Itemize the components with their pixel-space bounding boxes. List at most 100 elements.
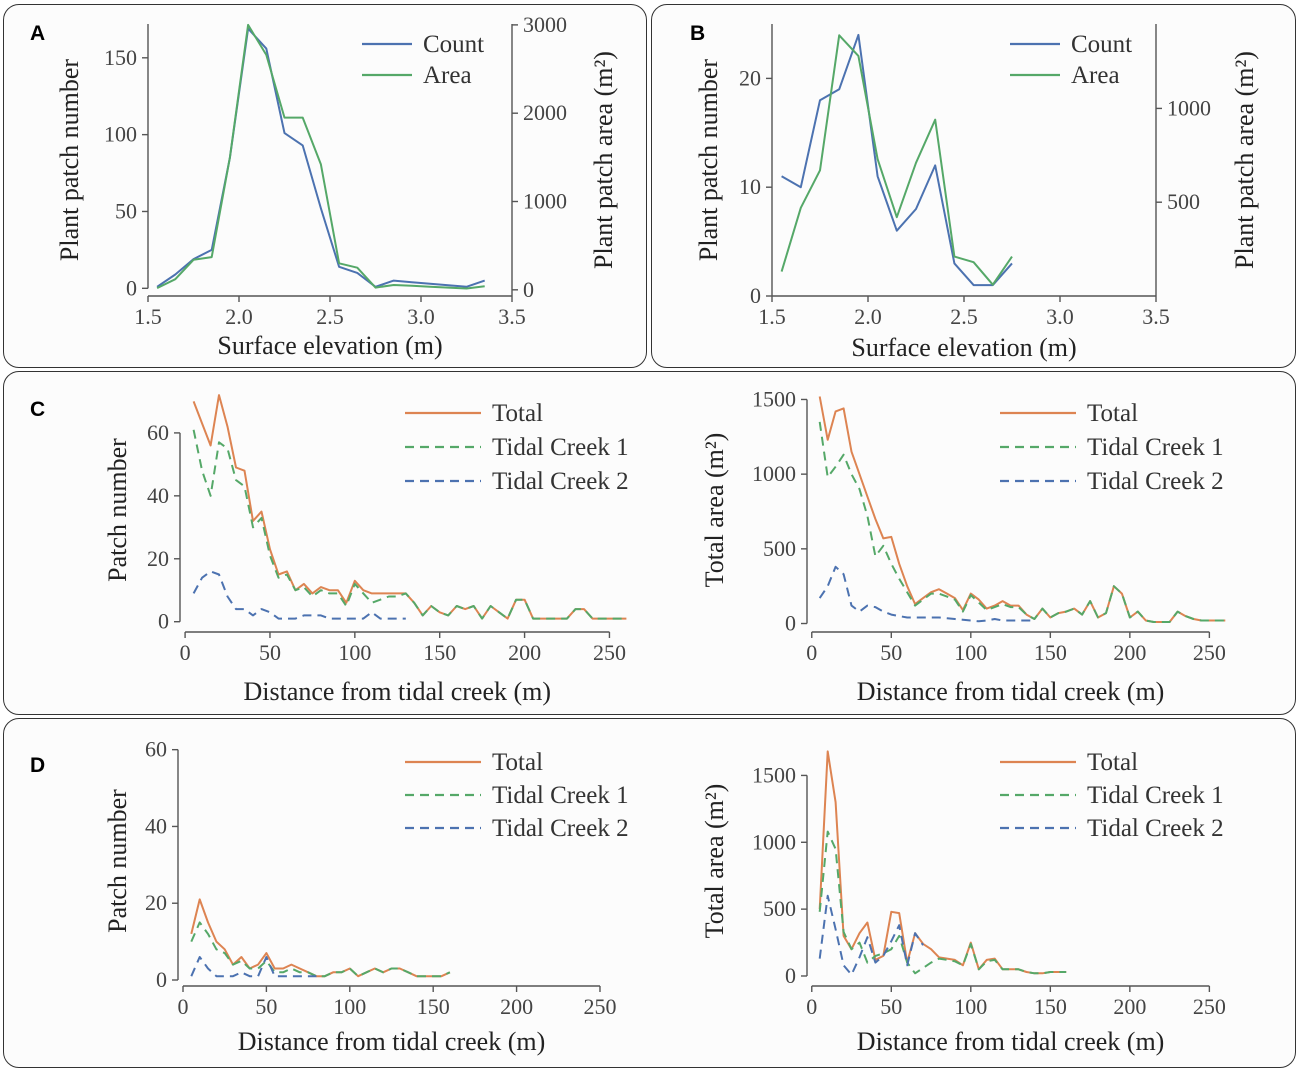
x-tick-label-d2: 0 <box>806 994 817 1019</box>
x-tick-label-d1: 200 <box>500 994 533 1019</box>
panel-d-box <box>3 718 1296 1068</box>
y-tick-label-c2: 1500 <box>752 386 796 411</box>
series-line-tidal-creek-1-d2 <box>818 830 1067 975</box>
series-line-tidal-creek-2-c1 <box>192 570 406 620</box>
series-line-tidal-creek-2-d1 <box>190 956 317 978</box>
chart-c2: 0 50 100 150 200 250 0 500 1000 1500 Distance from… <box>700 386 1226 706</box>
legend-label-area-b: Area <box>1071 62 1120 89</box>
x-tick-label-d2: 100 <box>954 994 987 1019</box>
y-tick-label-c2: 0 <box>785 611 796 636</box>
legend-label-count-b: Count <box>1071 31 1132 58</box>
legend-label-total-c1: Total <box>492 400 543 427</box>
panel-label-c1: C <box>30 398 45 421</box>
series-line-tidal-creek-2-c2 <box>818 565 1035 623</box>
x-tick-label-d1: 250 <box>583 994 616 1019</box>
y-tick-label-d2: 0 <box>785 963 796 988</box>
x-tick-label-d1: 0 <box>178 994 189 1019</box>
x-tick-label-a: 3.0 <box>407 304 435 329</box>
x-tick-label-c2: 150 <box>1034 640 1067 665</box>
y-tick-label-d1: 20 <box>145 890 167 915</box>
y-tick-label-a: 50 <box>115 198 137 223</box>
x-tick-label-d2: 150 <box>1034 994 1067 1019</box>
x-tick-label-b: 3.0 <box>1046 304 1074 329</box>
y-tick-label-c1: 20 <box>147 546 169 571</box>
y-axis-label-a: Plant patch number <box>55 59 84 262</box>
x-tick-label-c2: 0 <box>806 640 817 665</box>
legend-label-tidal-creek-1-d1: Tidal Creek 1 <box>492 782 629 809</box>
x-tick-label-d1: 150 <box>417 994 450 1019</box>
y-tick-label-b: 0 <box>750 283 761 308</box>
x-tick-label-c1: 150 <box>423 640 456 665</box>
y-tick-label-b: 20 <box>739 65 761 90</box>
y-tick-label-d1: 0 <box>156 967 167 992</box>
series-line-count-b <box>781 33 1013 287</box>
y-tick-label-b: 10 <box>739 174 761 199</box>
x-axis-label-c2: Distance from tidal creek (m) <box>857 677 1165 706</box>
x-tick-label-d1: 50 <box>255 994 277 1019</box>
x-tick-label-b: 2.5 <box>950 304 978 329</box>
legend-label-count-a: Count <box>423 31 484 58</box>
series-line-count-a <box>156 27 486 288</box>
panel-label-b: B <box>690 22 705 45</box>
chart-c1: C 0 50 100 150 200 250 0 20 40 60 Distance from tid… <box>30 394 629 706</box>
y2-tick-label-b: 1000 <box>1167 95 1211 120</box>
chart-d1: D 0 50 100 150 200 250 0 20 40 60 Distance from tid… <box>30 737 629 1056</box>
y2-axis-label-a: Plant patch area (m²) <box>589 51 618 269</box>
chart-b: B 1.5 2.0 2.5 3.0 3.5 0 10 20 500 1000 Surface elev… <box>690 22 1259 362</box>
series-line-tidal-creek-1-d1 <box>190 921 451 978</box>
legend-label-total-d1: Total <box>492 749 543 776</box>
chart-d2: 0 50 100 150 200 250 0 500 1000 1500 Distance from… <box>700 749 1226 1056</box>
x-tick-label-c1: 0 <box>180 640 191 665</box>
y-tick-label-a: 0 <box>126 275 137 300</box>
legend-label-tidal-creek-1-c1: Tidal Creek 1 <box>492 434 629 461</box>
x-tick-label-a: 2.0 <box>225 304 253 329</box>
series-line-tidal-creek-2-d2 <box>818 894 924 976</box>
y-axis-label-d1: Patch number <box>103 789 132 933</box>
y2-tick-label-a: 2000 <box>523 100 567 125</box>
series-line-total-d2 <box>818 750 1067 975</box>
y-tick-label-a: 150 <box>104 45 137 70</box>
x-tick-label-b: 3.5 <box>1142 304 1170 329</box>
y-axis-label-d2: Total area (m²) <box>700 784 729 939</box>
y2-tick-label-a: 0 <box>523 277 534 302</box>
panel-label-a: A <box>30 22 45 45</box>
legend-label-tidal-creek-2-d1: Tidal Creek 2 <box>492 815 629 842</box>
y-tick-label-c1: 40 <box>147 483 169 508</box>
y-tick-label-d1: 40 <box>145 813 167 838</box>
y2-tick-label-a: 3000 <box>523 12 567 37</box>
y-tick-label-a: 100 <box>104 122 137 147</box>
series-line-area-b <box>780 34 1013 286</box>
x-tick-label-c2: 50 <box>880 640 902 665</box>
x-tick-label-d2: 250 <box>1193 994 1226 1019</box>
x-axis-label-b: Surface elevation (m) <box>851 333 1076 362</box>
x-axis-label-c1: Distance from tidal creek (m) <box>244 677 552 706</box>
y-tick-label-c2: 1000 <box>752 461 796 486</box>
x-tick-label-c2: 250 <box>1193 640 1226 665</box>
y-axis-label-c1: Patch number <box>103 438 132 582</box>
legend-label-tidal-creek-2-c1: Tidal Creek 2 <box>492 468 629 495</box>
x-tick-label-a: 3.5 <box>498 304 526 329</box>
x-tick-label-d1: 100 <box>333 994 366 1019</box>
y-tick-label-d2: 1500 <box>752 762 796 787</box>
legend-label-tidal-creek-1-c2: Tidal Creek 1 <box>1087 434 1224 461</box>
x-axis-label-d1: Distance from tidal creek (m) <box>238 1027 546 1056</box>
x-tick-label-a: 2.5 <box>316 304 344 329</box>
x-tick-label-c1: 50 <box>259 640 281 665</box>
series-line-area-a <box>156 23 485 290</box>
y-tick-label-c1: 0 <box>158 609 169 634</box>
x-tick-label-c1: 200 <box>508 640 541 665</box>
x-tick-label-d2: 200 <box>1113 994 1146 1019</box>
series-line-total-c2 <box>818 396 1226 623</box>
x-tick-label-b: 2.0 <box>854 304 882 329</box>
x-tick-label-b: 1.5 <box>758 304 786 329</box>
panel-label-d1: D <box>30 754 45 777</box>
y2-tick-label-b: 500 <box>1167 189 1200 214</box>
panel-c-box <box>3 371 1296 715</box>
x-tick-label-c1: 250 <box>593 640 626 665</box>
y-tick-label-c2: 500 <box>763 536 796 561</box>
legend-label-area-a: Area <box>423 62 472 89</box>
legend-label-total-c2: Total <box>1087 400 1138 427</box>
y-tick-label-c1: 60 <box>147 420 169 445</box>
x-tick-label-c2: 100 <box>954 640 987 665</box>
x-axis-label-a: Surface elevation (m) <box>217 331 442 360</box>
